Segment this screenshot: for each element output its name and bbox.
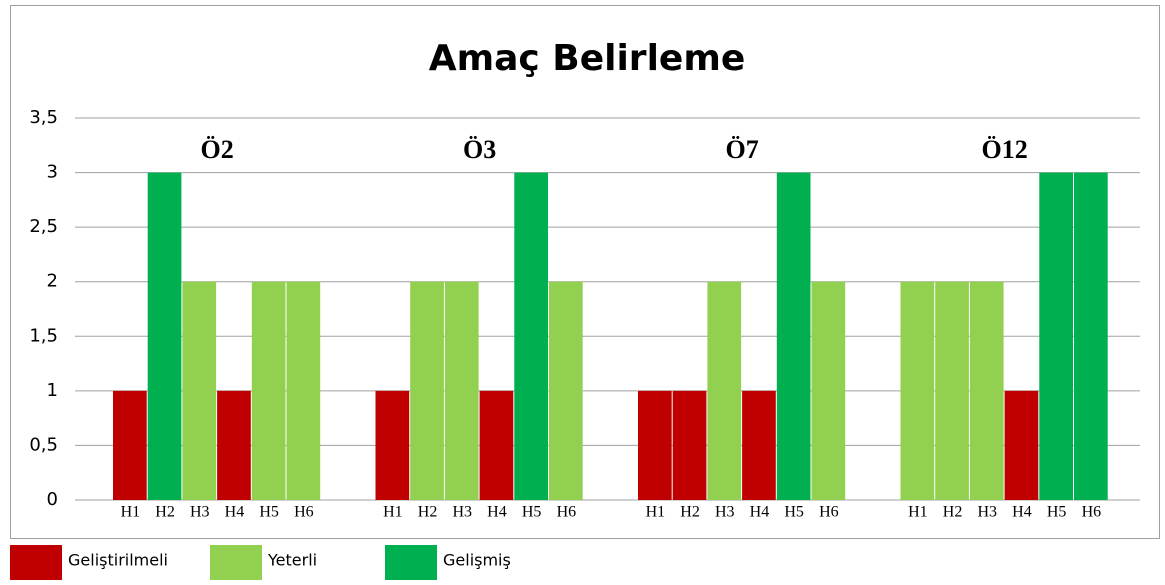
x-tick-label: H2: [943, 504, 963, 521]
bar: [375, 390, 410, 500]
bar: [776, 172, 811, 501]
bar: [251, 281, 286, 500]
x-tick-label: H2: [155, 504, 175, 521]
bar: [969, 281, 1004, 500]
group-label: Ö2: [200, 135, 233, 164]
bar: [742, 390, 776, 500]
bar: [444, 281, 479, 500]
bar: [113, 390, 147, 500]
y-tick-label: 0: [47, 489, 58, 510]
x-tick-label: H4: [225, 504, 245, 521]
x-tick-label: H5: [259, 504, 279, 521]
legend-swatch: [210, 545, 262, 580]
x-tick-label: H1: [908, 504, 928, 521]
y-tick-label: 1: [47, 380, 58, 401]
x-tick-label: H3: [190, 504, 210, 521]
x-tick-label: H5: [784, 504, 804, 521]
bar: [638, 390, 672, 500]
y-tick-label: 2,5: [29, 216, 58, 237]
y-tick-label: 2: [47, 271, 58, 292]
bar: [286, 281, 321, 500]
legend-label: Yeterli: [267, 551, 317, 570]
x-tick-label: H1: [121, 504, 141, 521]
x-tick-label: H6: [294, 504, 314, 521]
bar: [549, 281, 583, 500]
x-tick-label: H3: [715, 504, 735, 521]
x-tick-label: H1: [383, 504, 403, 521]
bar: [479, 390, 514, 500]
bar: [410, 281, 444, 500]
x-tick-label: H4: [1012, 504, 1032, 521]
y-tick-label: 1,5: [29, 325, 58, 346]
bar: [147, 172, 182, 501]
bar: [217, 390, 251, 500]
bar: [811, 281, 846, 500]
x-tick-label: H4: [750, 504, 770, 521]
x-tick-label: H6: [1082, 504, 1102, 521]
x-tick-label: H5: [522, 504, 542, 521]
legend-swatch: [10, 545, 62, 580]
y-tick-label: 3: [47, 162, 58, 183]
bar: [707, 281, 742, 500]
y-tick-label: 0,5: [29, 434, 58, 455]
bar: [182, 281, 217, 500]
bar: [900, 281, 935, 500]
bar: [1074, 172, 1108, 501]
legend-label: Gelişmiş: [443, 551, 511, 570]
bar: [1004, 390, 1039, 500]
x-tick-label: H5: [1047, 504, 1067, 521]
x-tick-label: H4: [487, 504, 507, 521]
group-label: Ö7: [725, 135, 758, 164]
bar: [672, 390, 707, 500]
group-label: Ö3: [463, 135, 496, 164]
legend-swatch: [385, 545, 437, 580]
legend-label: Geliştirilmeli: [68, 551, 168, 570]
x-tick-label: H6: [557, 504, 577, 521]
bar: [514, 172, 548, 501]
x-tick-label: H2: [418, 504, 438, 521]
bar: [935, 281, 969, 500]
x-tick-label: H1: [646, 504, 666, 521]
x-tick-label: H3: [452, 504, 472, 521]
x-tick-label: H3: [977, 504, 997, 521]
x-tick-label: H6: [819, 504, 839, 521]
group-label: Ö12: [981, 135, 1027, 164]
y-tick-label: 3,5: [29, 107, 58, 128]
bar: [1039, 172, 1073, 501]
x-tick-label: H2: [680, 504, 700, 521]
chart-title: Amaç Belirleme: [429, 38, 746, 79]
